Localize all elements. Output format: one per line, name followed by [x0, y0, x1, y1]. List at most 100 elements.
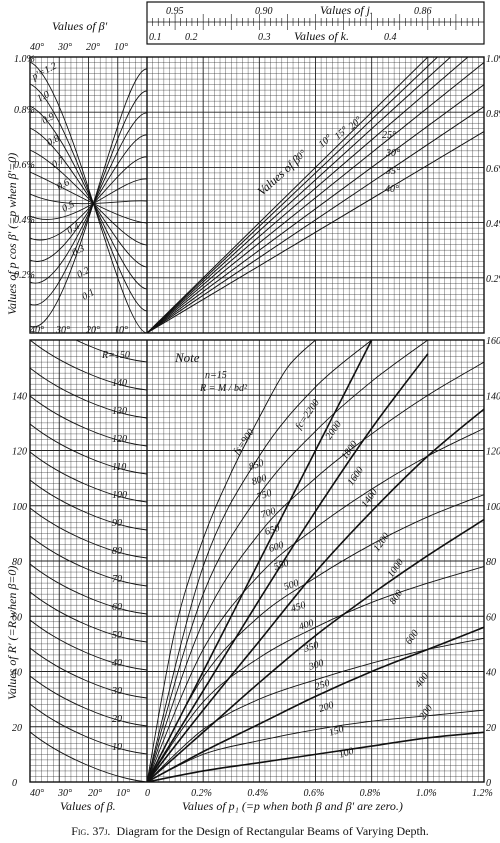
upper-ytick-left-06: 0.6% [14, 160, 35, 171]
grid-lines [29, 56, 485, 783]
k-tick-02: 0.2 [185, 32, 198, 43]
p-prime-label: 0.4 [65, 221, 81, 237]
r-label: 140 [112, 378, 127, 389]
fc-label: 1600 [345, 465, 365, 488]
fs-label: 300 [307, 658, 326, 673]
fc-curve-2200 [147, 340, 373, 782]
upper-ytick-left-10: 1.0% [14, 54, 35, 65]
fs-label: 800 [251, 473, 269, 488]
lower-xtick: 1.2% [472, 788, 493, 799]
beta-bottom-20: 20° [88, 788, 102, 799]
r-label: 120 [112, 434, 127, 445]
upper-ytick-right-10: 1.0% [486, 54, 500, 65]
lower-ytick-right: 20 [486, 723, 496, 734]
fc-label: 400 [413, 671, 431, 690]
figure-title: Diagram for the Design of Rectangular Be… [116, 824, 429, 838]
lower-ytick-left: 100 [12, 502, 27, 513]
lower-ytick-right: 80 [486, 557, 496, 568]
beta-prime-tick-40: 40° [30, 42, 44, 53]
fc-label: 1200 [371, 531, 391, 554]
beta-prime-tick-30: 30° [57, 42, 72, 53]
j-tick-095: 0.95 [166, 6, 184, 17]
j-tick-090: 0.90 [255, 6, 273, 17]
chart-curves [30, 57, 484, 782]
r-label: 40 [112, 658, 122, 669]
r-curve [30, 619, 147, 671]
beta-line-4 [147, 62, 484, 333]
r-label: 30 [111, 686, 122, 697]
fs-label: 450 [290, 600, 308, 615]
r-label: 90 [112, 518, 122, 529]
p-prime-label: 0.3 [70, 243, 86, 259]
r-label: 20 [112, 714, 122, 725]
fs-label: 500 [283, 578, 301, 593]
upper-ytick-left-04: 0.4% [14, 215, 35, 226]
r-curve [30, 535, 147, 587]
fs-curve-600 [147, 361, 484, 782]
fc-label: 2000 [323, 419, 343, 442]
r-curve [30, 451, 147, 503]
r-curve [30, 563, 147, 615]
fs-label: 600 [268, 540, 286, 555]
fc-curve-200 [147, 731, 484, 782]
lower-ytick-right: 100 [486, 502, 500, 513]
beta-prime-bottom-30: 30° [55, 325, 70, 336]
beta-prime-bottom-20: 20° [86, 325, 100, 336]
lower-ytick-right: 0 [486, 778, 491, 789]
r-label: 10 [112, 742, 122, 753]
fs-curve-700 [147, 340, 429, 782]
fs-label: 850 [248, 458, 266, 473]
k-tick-01: 0.1 [149, 32, 162, 43]
r-curve [30, 367, 147, 419]
beta-bottom-40: 40° [30, 788, 44, 799]
lower-panel-frame [29, 339, 485, 783]
note-box: Note n=15 R = M / bd² [174, 350, 248, 394]
fs-curve-500 [147, 427, 484, 782]
r-curve [30, 675, 147, 727]
fs-label: fs=900 [231, 427, 256, 457]
fs-label: 150 [328, 724, 346, 739]
lower-ytick-left: 140 [12, 391, 27, 402]
fs-label: 650 [264, 523, 282, 538]
beta-bottom-30: 30° [57, 788, 72, 799]
lower-xtick: 0.2% [191, 788, 212, 799]
p-prime-label: 0.6 [55, 177, 71, 193]
fs-label: 550 [273, 558, 291, 573]
upper-ylabel: Values of p cos β' (=p when β'=0) [5, 153, 19, 315]
beta-bottom-10: 10° [116, 788, 130, 799]
j-tick-086: 0.86 [414, 6, 432, 17]
k-tick-03: 0.3 [258, 32, 271, 43]
r-label: 50 [112, 630, 122, 641]
r-label: 80 [112, 546, 122, 557]
fc-label: 800 [387, 588, 405, 607]
lower-ytick-right: 140 [486, 391, 500, 402]
r-label: 60 [112, 602, 122, 613]
fs-curve-900 [147, 340, 316, 782]
beta-prime-bottom-10: 10° [114, 325, 128, 336]
fs-curve-300 [147, 566, 484, 782]
beta-curve-label: 10° [317, 133, 335, 151]
beta-line-5 [147, 84, 484, 333]
r-curve [30, 395, 147, 447]
lower-ytick-right: 60 [486, 612, 496, 623]
figure-number: Fig. 37j. [71, 824, 111, 838]
p-prime-label: 0.5 [60, 199, 76, 215]
r-label: 110 [112, 462, 126, 473]
fs-label: 400 [298, 618, 316, 633]
fc-curve-1400 [147, 408, 484, 782]
lower-xtick: 0.4% [247, 788, 268, 799]
r-label: 130 [112, 406, 127, 417]
p-prime-label: 0.1 [80, 287, 96, 303]
upper-ytick-left-02: 0.2% [14, 270, 35, 281]
beta-prime-bottom-40: 40° [30, 325, 44, 336]
lower-ytick-left: 60 [12, 612, 22, 623]
p-prime-label: 1.0 [35, 89, 51, 105]
upper-panel-frame [29, 56, 485, 334]
k-tick-04: 0.4 [384, 32, 397, 43]
upper-ytick-left-08: 0.8% [14, 105, 35, 116]
r-curve [30, 340, 147, 391]
r-curve [30, 507, 147, 559]
r-label: 100 [112, 490, 127, 501]
r-curve [30, 703, 147, 755]
beta-curve-label: 40° [385, 184, 399, 195]
